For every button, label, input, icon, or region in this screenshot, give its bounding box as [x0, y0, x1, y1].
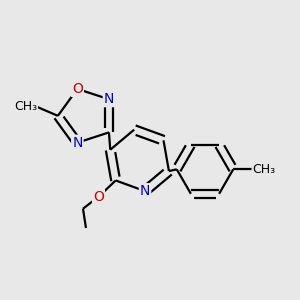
- Text: O: O: [93, 190, 104, 204]
- Text: N: N: [140, 184, 150, 198]
- Text: N: N: [72, 136, 82, 150]
- Text: N: N: [104, 92, 114, 106]
- Text: CH₃: CH₃: [14, 100, 37, 113]
- Text: O: O: [72, 82, 83, 96]
- Text: CH₃: CH₃: [253, 163, 276, 176]
